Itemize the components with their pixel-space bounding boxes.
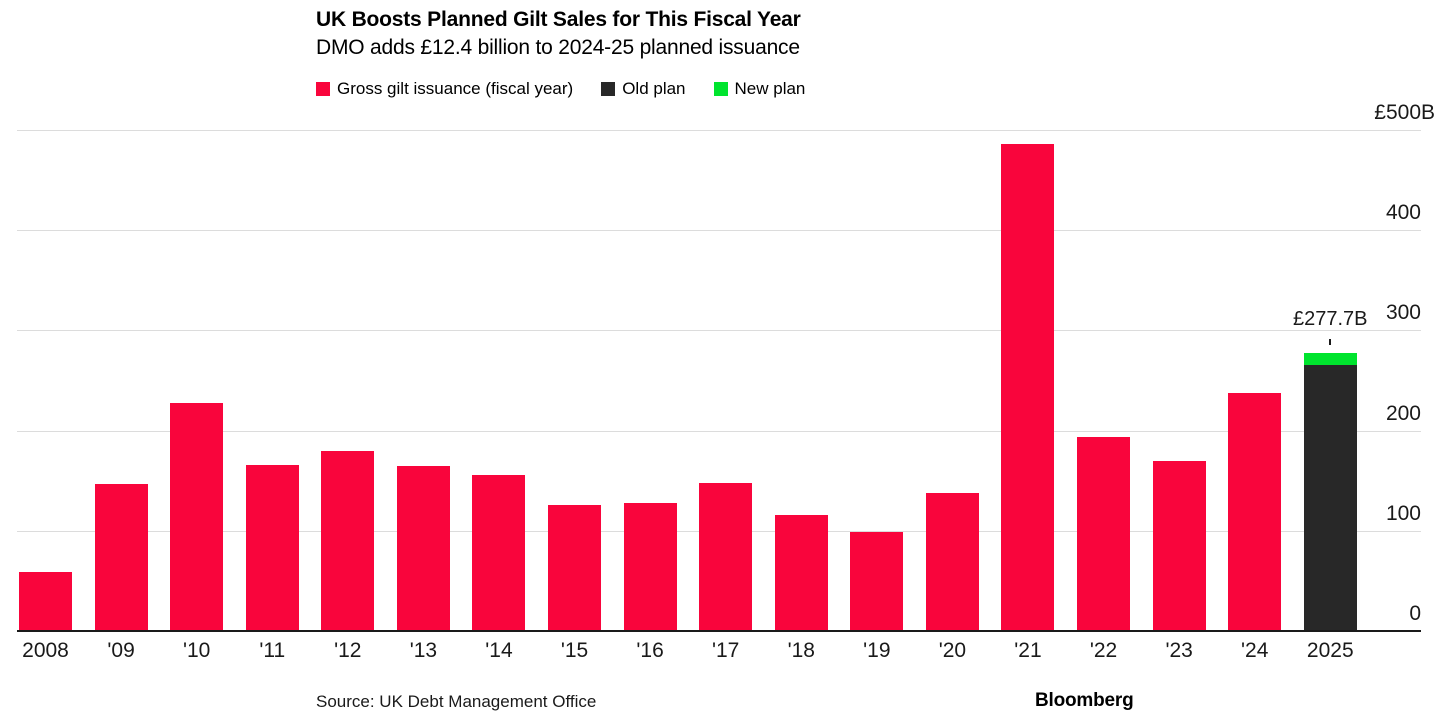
bar-gross-gilt-issuance-14 bbox=[472, 475, 526, 631]
bar-gross-gilt-issuance-18 bbox=[774, 515, 828, 631]
x-axis-line bbox=[17, 630, 1421, 632]
x-axis-tick-label-15: '15 bbox=[560, 639, 589, 662]
value-annotation: £277.7B bbox=[1293, 308, 1368, 330]
legend-item-gross-issuance: Gross gilt issuance (fiscal year) bbox=[316, 79, 573, 99]
bar-gross-gilt-issuance-23 bbox=[1152, 461, 1206, 631]
legend-label-old-plan: Old plan bbox=[622, 79, 686, 98]
bar-gross-gilt-issuance-17 bbox=[699, 483, 753, 631]
bar-gross-gilt-issuance-24 bbox=[1228, 393, 1282, 631]
legend-item-new-plan: New plan bbox=[713, 79, 806, 99]
bar-gross-gilt-issuance-22 bbox=[1077, 437, 1131, 631]
x-axis-tick-label-2025: 2025 bbox=[1306, 639, 1354, 662]
x-axis-tick-label-11: '11 bbox=[259, 639, 286, 662]
chart-subtitle: DMO adds £12.4 billion to 2024-25 planne… bbox=[316, 36, 800, 59]
bar-gross-gilt-issuance-10 bbox=[170, 403, 224, 631]
y-axis-tick-label-300: 300 bbox=[1385, 301, 1421, 325]
x-axis-tick-label-21: '21 bbox=[1014, 639, 1042, 662]
legend-swatch-gross-issuance bbox=[316, 82, 330, 96]
x-axis-tick-label-09: '09 bbox=[107, 639, 135, 662]
legend-label-gross-issuance: Gross gilt issuance (fiscal year) bbox=[337, 79, 574, 98]
bar-gross-gilt-issuance-15 bbox=[548, 504, 602, 631]
y-axis-tick-label-500: £500 B bbox=[1374, 101, 1436, 124]
y-axis-tick-label-100: 100 bbox=[1385, 501, 1421, 525]
gridline-400 bbox=[17, 230, 1421, 232]
x-axis-tick-label-10: '10 bbox=[182, 639, 211, 662]
y-axis-tick-label-200: 200 bbox=[1385, 401, 1421, 425]
bloomberg-logo: Bloomberg bbox=[1035, 690, 1134, 711]
chart-title: UK Boosts Planned Gilt Sales for This Fi… bbox=[316, 8, 801, 31]
x-axis-tick-label-2008: 2008 bbox=[22, 639, 69, 662]
bar-gross-gilt-issuance-2008 bbox=[19, 572, 72, 631]
legend-item-old-plan: Old plan bbox=[601, 79, 686, 99]
bar-gross-gilt-issuance-13 bbox=[396, 465, 450, 631]
source-note: Source: UK Debt Management Office bbox=[316, 692, 597, 711]
legend-swatch-new-plan bbox=[713, 82, 728, 96]
bar-gross-gilt-issuance-20 bbox=[925, 493, 979, 631]
bar-old-plan-2025 bbox=[1303, 365, 1357, 631]
x-axis-tick-label-22: '22 bbox=[1089, 639, 1118, 662]
gridline-500 bbox=[17, 130, 1421, 131]
x-axis-tick-label-18: '18 bbox=[787, 639, 815, 662]
x-axis-tick-label-12: '12 bbox=[334, 639, 362, 662]
chart-legend: Gross gilt issuance (fiscal year) Old pl… bbox=[316, 79, 805, 99]
bar-gross-gilt-issuance-19 bbox=[850, 532, 904, 631]
x-axis-tick-label-19: '19 bbox=[863, 639, 891, 662]
legend-label-new-plan: New plan bbox=[734, 79, 806, 98]
bar-gross-gilt-issuance-09 bbox=[94, 484, 148, 631]
bar-gross-gilt-issuance-16 bbox=[623, 503, 677, 631]
annotation-tick bbox=[1329, 339, 1332, 345]
y-axis-tick-label-400: 400 bbox=[1385, 201, 1421, 225]
gridline-200 bbox=[17, 430, 1421, 432]
y-axis-tick-label-0: 0 bbox=[1409, 602, 1421, 625]
x-axis-tick-label-20: '20 bbox=[938, 639, 967, 662]
bar-gross-gilt-issuance-12 bbox=[321, 450, 375, 631]
x-axis-tick-label-17: '17 bbox=[711, 639, 740, 662]
gridline-300 bbox=[17, 330, 1421, 332]
x-axis-tick-label-24: '24 bbox=[1241, 639, 1269, 662]
x-axis-tick-label-23: '23 bbox=[1165, 639, 1193, 662]
bar-gross-gilt-issuance-21 bbox=[1001, 144, 1055, 631]
x-axis-tick-label-16: '16 bbox=[636, 639, 664, 662]
bar-gross-gilt-issuance-11 bbox=[245, 464, 299, 631]
x-axis-tick-label-13: '13 bbox=[409, 639, 438, 662]
x-axis-tick-label-14: '14 bbox=[485, 639, 513, 662]
bar-new-plan-2025 bbox=[1303, 352, 1357, 366]
legend-swatch-old-plan bbox=[601, 82, 616, 96]
